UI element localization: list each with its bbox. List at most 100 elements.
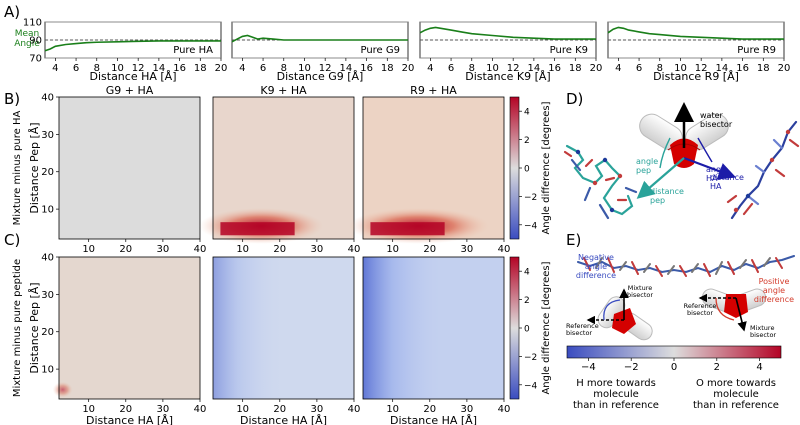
heatmap-frame (362, 96, 505, 240)
panel-C-heatmap-1: 10 20 30 40 10 20 30 40 Distance HA [Å] (41, 253, 206, 425)
panel-A-subplot-title: Pure R9 (737, 45, 776, 56)
panel-A-xtick-label: 12 (695, 63, 708, 74)
panel-A-xlabel: Distance HA [Å] (90, 70, 177, 83)
panel-A-series-line (607, 26, 784, 40)
distance-pep-label: distance pep (650, 187, 684, 205)
mixture-bisector-label-left: Mixture bisector (627, 284, 653, 299)
panel-A-ytick-label: 90 (29, 36, 42, 47)
panel-A-xtick-label: 6 (73, 63, 79, 74)
colorbar-tick-label: 0 (524, 165, 530, 175)
panel-A-subplot-title: Pure HA (173, 45, 213, 56)
caption-H-towards: H more towards molecule than in reference (573, 378, 659, 411)
panel-E-colorbar-ticks: −4 −2 0 2 4 (581, 358, 763, 373)
heatmap-cold-band (213, 257, 284, 399)
panel-A-xtick-label: 10 (111, 63, 124, 74)
colorbar-tick-label: −2 (524, 353, 537, 363)
panel-C-row-label: Mixture minus pure peptide (12, 259, 23, 397)
reference-bisector-label-right: Reference bisector (684, 302, 717, 317)
panel-A-subplot-title: Pure K9 (550, 45, 588, 56)
panel-A-xtick-label: 16 (736, 63, 749, 74)
colorbar-tick-label: 2 (524, 136, 530, 146)
distance-HA-label: distance HA (710, 173, 744, 191)
heatmap-ytick-label: 30 (41, 290, 54, 301)
panel-C-heatmap-2: 10 20 30 40 Distance HA [Å] (212, 256, 361, 425)
heatmap-frame (212, 96, 355, 240)
panel-A-xtick-label: 10 (298, 63, 311, 74)
heatmap-xtick-label: 40 (194, 244, 207, 255)
panel-E-colorbar-tick-label: 0 (671, 362, 677, 373)
panel-A-xtick-label: 6 (636, 63, 642, 74)
panel-A-xtick-label: 8 (94, 63, 100, 74)
panel-A-xtick-label: 6 (260, 63, 266, 74)
positive-example-water (701, 288, 767, 318)
heatmap-xtick-label: 40 (348, 244, 361, 255)
heatmap-column-title: G9 + HA (106, 84, 154, 97)
panel-A-xtick-label: 20 (590, 63, 603, 74)
panel-A-xtick-label: 18 (194, 63, 207, 74)
panel-A-xtick-label: 20 (402, 63, 415, 74)
heatmap-xtick-label: 30 (311, 244, 324, 255)
panel-BC-heatmaps: Mixture minus pure HA Distance Pep [Å]G9 … (12, 84, 552, 425)
heatmap-xtick-label: 30 (157, 404, 170, 415)
positive-angle-arc (715, 297, 735, 321)
heatmap-background (59, 97, 200, 239)
panel-E-colorbar-tick-label: −2 (624, 362, 639, 373)
hyaluronic-acid-molecule-right (726, 120, 800, 220)
heatmap-xtick-label: 40 (498, 404, 511, 415)
panel-A-ytick-label: 110 (23, 18, 42, 29)
panel-E-colorbar-tick-label: 4 (756, 362, 762, 373)
heatmap-xtick-label: 10 (82, 404, 95, 415)
panel-B-heatmap-3: R9 + HA 10 20 30 40 (348, 84, 510, 255)
panel-A-xtick-label: 14 (340, 63, 353, 74)
heatmap-ytick-label: 40 (41, 253, 54, 264)
panel-A-xtick-label: 14 (528, 63, 541, 74)
panel-A-xtick-label: 18 (569, 63, 582, 74)
heatmap-column-title: R9 + HA (410, 84, 457, 97)
heatmap-xtick-label: 40 (348, 404, 361, 415)
heatmap-hot-core (220, 222, 295, 236)
heatmap-frame (58, 96, 201, 240)
panel-label-B: B) (4, 90, 20, 108)
heatmap-xtick-label: 30 (311, 404, 324, 415)
heatmap-cold-band (363, 257, 448, 399)
heatmap-xlabel: Distance HA [Å] (86, 414, 173, 425)
panel-A-xtick-label: 20 (778, 63, 791, 74)
mixture-bisector-label-right: Mixture bisector (750, 324, 776, 339)
heatmap-hot-core (370, 222, 445, 236)
panel-A-xtick-label: 4 (615, 63, 621, 74)
heatmap-frame (362, 256, 505, 400)
panel-A-series-line (231, 34, 408, 43)
panel-A-ytick-label: 70 (29, 54, 42, 65)
heatmap-column-title: K9 + HA (260, 84, 307, 97)
panel-A-xtick-label: 10 (486, 63, 499, 74)
panel-E-illustration: Negative angle difference Mixture bisector … (566, 253, 795, 411)
panel-B-row-label: Mixture minus pure HA (12, 111, 23, 226)
heatmap-xtick-label: 20 (119, 404, 132, 415)
negative-angle-label: Negative angle difference (576, 253, 616, 280)
heatmap-xtick-label: 20 (423, 244, 436, 255)
colorbar-tick-label: −2 (524, 193, 537, 203)
heatmap-ytick-label: 20 (41, 327, 54, 338)
panel-E-colorbar (566, 345, 782, 359)
panel-A-xlabel: Distance G9 [Å] (277, 70, 364, 83)
heatmap-xtick-label: 20 (273, 404, 286, 415)
panel-A-xtick-label: 16 (548, 63, 561, 74)
panel-E-colorbar-tick-label: −4 (581, 362, 596, 373)
panel-A-subplot-title: Pure G9 (360, 45, 400, 56)
positive-angle-label: Positive angle difference (754, 277, 794, 304)
heatmap-small-spot (52, 381, 73, 398)
panel-A-xtick-label: 4 (52, 63, 58, 74)
heatmap-xtick-label: 20 (273, 244, 286, 255)
heatmap-frame (212, 256, 355, 400)
distance-pep-arrow (636, 157, 685, 199)
heatmap-xtick-label: 10 (82, 244, 95, 255)
heatmap-ytick-label: 10 (41, 205, 54, 216)
panel-A-xtick-label: 12 (319, 63, 332, 74)
heatmap-xtick-label: 30 (157, 244, 170, 255)
heatmap-xlabel: Distance HA [Å] (240, 414, 327, 425)
panel-C-heatmaps: Mixture minus pure peptide Distance Pep [… (12, 253, 552, 425)
peptide-molecule-left (563, 144, 638, 220)
